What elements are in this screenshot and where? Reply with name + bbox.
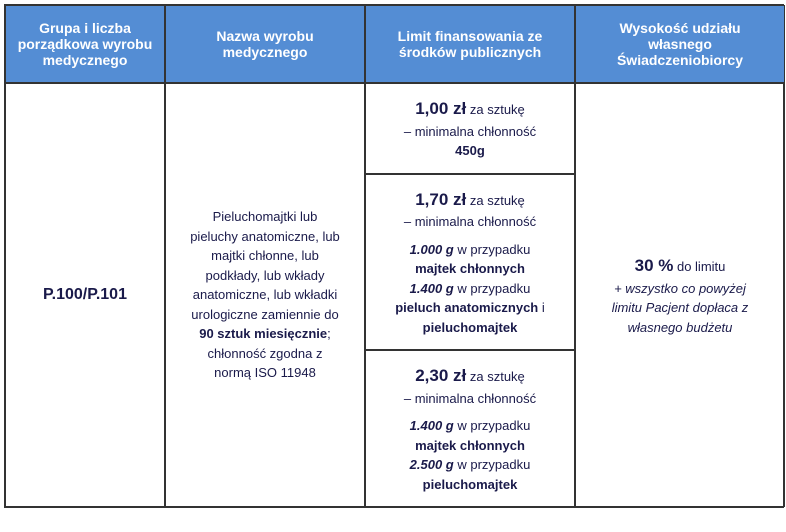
name-line: pieluchy anatomiczne, lub bbox=[190, 227, 340, 247]
price-line: 1,00 zł za sztukę bbox=[415, 96, 525, 122]
detail-line: 1.000 g w przypadku bbox=[410, 240, 531, 260]
detail-line: 1.400 g w przypadku bbox=[410, 279, 531, 299]
product-name-cell: Pieluchomajtki lub pieluchy anatomiczne,… bbox=[165, 83, 365, 507]
min-label: – minimalna chłonność bbox=[404, 389, 536, 409]
case-text: w przypadku bbox=[454, 281, 531, 296]
amount: 1.400 g bbox=[410, 281, 454, 296]
absorb-amount: 450g bbox=[455, 141, 485, 161]
limit-cell-3: 2,30 zł za sztukę – minimalna chłonność … bbox=[365, 350, 575, 507]
case-text: w przypadku bbox=[454, 457, 531, 472]
price: 2,30 zł bbox=[415, 366, 466, 385]
amount: 2.500 g bbox=[410, 457, 454, 472]
name-line: majtki chłonne, lub bbox=[211, 246, 319, 266]
qty-bold: 90 sztuk miesięcznie bbox=[199, 326, 327, 341]
product: pieluchomajtek bbox=[423, 475, 518, 495]
header-limit: Limit finansowania ze środków publicznyc… bbox=[365, 5, 575, 83]
amount: 1.000 g bbox=[410, 242, 454, 257]
min-label: – minimalna chłonność bbox=[404, 212, 536, 232]
price-line: 1,70 zł za sztukę bbox=[415, 187, 525, 213]
header-group: Grupa i liczba porządkowa wyrobu medyczn… bbox=[5, 5, 165, 83]
product: majtek chłonnych bbox=[415, 259, 525, 279]
product: pieluchomajtek bbox=[423, 318, 518, 338]
name-line: urologiczne zamiennie do bbox=[191, 305, 338, 325]
name-line: 90 sztuk miesięcznie; bbox=[199, 324, 331, 344]
group-code: P.100/P.101 bbox=[43, 283, 127, 307]
header-share: Wysokość udziału własnego Świadczeniobio… bbox=[575, 5, 785, 83]
share-cell: 30 % do limitu + wszystko co powyżej lim… bbox=[575, 83, 785, 507]
price: 1,00 zł bbox=[415, 99, 466, 118]
name-line: chłonność zgodna z bbox=[208, 344, 323, 364]
product-line: pieluch anatomicznych i bbox=[395, 298, 545, 318]
case-text: w przypadku bbox=[454, 418, 531, 433]
share-note: limitu Pacjent dopłaca z bbox=[612, 298, 749, 318]
amount: 1.400 g bbox=[410, 418, 454, 433]
conj: i bbox=[538, 300, 545, 315]
share-note: własnego budżetu bbox=[628, 318, 733, 338]
share-percent: 30 % bbox=[635, 256, 674, 275]
share-suffix: do limitu bbox=[673, 259, 725, 274]
group-code-cell: P.100/P.101 bbox=[5, 83, 165, 507]
share-note: + wszystko co powyżej bbox=[614, 279, 746, 299]
name-line: anatomiczne, lub wkładki bbox=[193, 285, 338, 305]
financing-table: Grupa i liczba porządkowa wyrobu medyczn… bbox=[4, 4, 784, 508]
detail-line: 2.500 g w przypadku bbox=[410, 455, 531, 475]
price-suffix: za sztukę bbox=[466, 193, 525, 208]
name-line: podkłady, lub wkłady bbox=[206, 266, 325, 286]
product: majtek chłonnych bbox=[415, 436, 525, 456]
limit-cell-1: 1,00 zł za sztukę – minimalna chłonność … bbox=[365, 83, 575, 174]
name-line: Pieluchomajtki lub bbox=[213, 207, 318, 227]
detail-line: 1.400 g w przypadku bbox=[410, 416, 531, 436]
price-line: 2,30 zł za sztukę bbox=[415, 363, 525, 389]
price: 1,70 zł bbox=[415, 190, 466, 209]
min-label: – minimalna chłonność bbox=[404, 122, 536, 142]
semicolon: ; bbox=[327, 326, 331, 341]
product: pieluch anatomicznych bbox=[395, 300, 538, 315]
case-text: w przypadku bbox=[454, 242, 531, 257]
limit-cell-2: 1,70 zł za sztukę – minimalna chłonność … bbox=[365, 174, 575, 351]
header-name: Nazwa wyrobu medycznego bbox=[165, 5, 365, 83]
price-suffix: za sztukę bbox=[466, 369, 525, 384]
name-line: normą ISO 11948 bbox=[214, 363, 316, 383]
share-main-line: 30 % do limitu bbox=[635, 253, 726, 279]
price-suffix: za sztukę bbox=[466, 102, 525, 117]
